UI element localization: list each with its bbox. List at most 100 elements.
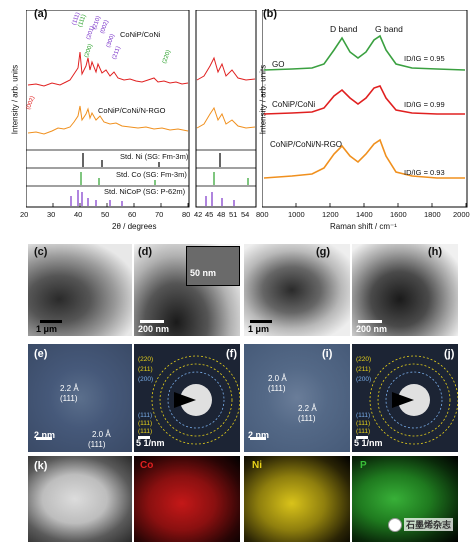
xrd-red-curve [27, 51, 189, 87]
raman-g-band: G band [375, 24, 403, 34]
raman-go-curve [263, 34, 466, 71]
panel-a-plot [26, 10, 257, 208]
scale-label-e: 2 nm [34, 430, 56, 440]
raman-orange-name: CoNiP/CoNi/N-RGO [270, 140, 343, 149]
raman-red-curve [263, 85, 465, 115]
panel-f-letter: (f) [226, 348, 237, 360]
fringe-i-2: (111) [268, 384, 286, 393]
panel-a-letter: (a) [34, 8, 48, 20]
panel-a-ylabel: Intensity / arb. units [10, 64, 20, 135]
ring-f-211: (211) [138, 366, 153, 373]
scalebar-h [358, 320, 382, 323]
xrd-zoom-xtick-48: 48 [217, 210, 226, 219]
ring-f-220: (220) [138, 356, 154, 363]
raman-orange-curve [263, 138, 465, 179]
raman-red-ratio: ID/IG = 0.99 [404, 100, 445, 109]
raman-xtick-1800: 1800 [424, 210, 441, 219]
scalebar-f [138, 436, 150, 439]
xrd-xtick-70: 70 [155, 210, 164, 219]
ring-f-111b: (111) [138, 420, 153, 427]
xrd-zoom-xtick-54: 54 [241, 210, 250, 219]
watermark-text: 石墨烯杂志 [404, 518, 454, 531]
watermark-icon [388, 518, 402, 532]
fringe-i-3: 2.2 Å [298, 404, 317, 413]
scale-label-c: 1 μm [36, 324, 58, 334]
fringe-e-4: (111) [88, 440, 106, 449]
map-ni-label: Ni [252, 460, 262, 471]
ring-f-200: (200) [138, 376, 154, 383]
ring-j-111c: (111) [356, 428, 371, 435]
panel-c-letter: (c) [34, 246, 48, 258]
scale-label-h: 200 nm [356, 324, 388, 334]
fringe-e-3: 2.0 Å [92, 430, 111, 439]
ring-j-111a: (111) [356, 412, 371, 419]
panel-h-letter: (h) [428, 246, 443, 258]
scalebar-d [140, 320, 164, 323]
raman-xtick-1000: 1000 [288, 210, 305, 219]
panel-i-letter: (i) [322, 348, 333, 360]
scale-label-g: 1 μm [248, 324, 270, 334]
scalebar-e [36, 437, 52, 440]
panel-k-letter: (k) [34, 460, 48, 472]
diffraction-rings-f [151, 355, 240, 445]
map-p-label: P [360, 460, 367, 471]
scalebar-j [356, 436, 368, 439]
xrd-xtick-30: 30 [47, 210, 56, 219]
std-nicop-label: Std. NiCoP (SG: P-62m) [104, 187, 186, 196]
panel-a-xlabel: 2θ / degrees [112, 222, 157, 231]
panel-b-plot [262, 10, 468, 208]
scale-label-d: 200 nm [138, 324, 170, 334]
hrtem-image-e [28, 344, 132, 452]
diffraction-image-f [134, 344, 240, 452]
fringe-i-1: 2.0 Å [268, 374, 287, 383]
fringe-e-2: (111) [60, 394, 78, 403]
scale-label-j: 5 1/nm [354, 438, 383, 448]
xrd-zoom-red [196, 56, 256, 81]
xrd-zoom-xtick-42: 42 [194, 210, 203, 219]
tem-inset-d [186, 246, 240, 286]
fringe-i-4: (111) [298, 414, 316, 423]
ring-j-111b: (111) [356, 420, 371, 427]
fringe-e-1: 2.2 Å [60, 384, 79, 393]
xrd-xtick-20: 20 [20, 210, 29, 219]
xrd-xtick-60: 60 [128, 210, 137, 219]
xrd-zoom-orange [196, 106, 256, 129]
hrtem-image-i [244, 344, 350, 452]
ring-j-220: (220) [356, 356, 372, 363]
raman-go-ratio: ID/IG = 0.95 [404, 54, 445, 63]
raman-d-band: D band [330, 24, 358, 34]
raman-go-name: GO [272, 60, 285, 69]
diffraction-rings-j [369, 355, 458, 445]
scalebar-g [250, 320, 272, 323]
panel-b-xlabel: Raman shift / cm⁻¹ [330, 222, 397, 231]
panel-b-letter: (b) [263, 8, 278, 20]
xrd-xtick-80: 80 [182, 210, 191, 219]
panel-d-letter: (d) [138, 246, 153, 258]
panel-j-letter: (j) [444, 348, 455, 360]
raman-orange-ratio: ID/IG = 0.93 [404, 168, 445, 177]
panel-e-letter: (e) [34, 348, 48, 360]
scale-label-f: 5 1/nm [136, 438, 165, 448]
map-co [134, 456, 240, 542]
map-co-label: Co [140, 460, 154, 471]
xrd-xtick-40: 40 [74, 210, 83, 219]
raman-xtick-1200: 1200 [322, 210, 339, 219]
diffraction-image-j [352, 344, 458, 452]
std-ni-label: Std. Ni (SG: Fm-3m) [120, 152, 189, 161]
std-co-label: Std. Co (SG: Fm-3m) [116, 170, 187, 179]
map-ni [244, 456, 350, 542]
xrd-label-coniP-coni-nrgo: CoNiP/CoNi/N-RGO [98, 106, 166, 115]
scale-label-i: 2 nm [248, 430, 270, 440]
scalebar-c [40, 320, 62, 323]
ring-j-211: (211) [356, 366, 371, 373]
xrd-xtick-50: 50 [101, 210, 110, 219]
raman-xtick-800: 800 [256, 210, 269, 219]
raman-xtick-1400: 1400 [356, 210, 373, 219]
scalebar-i [250, 437, 266, 440]
xrd-zoom-xtick-45: 45 [205, 210, 214, 219]
xrd-orange-curve [27, 105, 189, 135]
raman-red-name: CoNiP/CoNi [272, 100, 316, 109]
raman-xtick-2000: 2000 [453, 210, 470, 219]
xrd-zoom-xtick-51: 51 [229, 210, 238, 219]
raman-xtick-1600: 1600 [390, 210, 407, 219]
